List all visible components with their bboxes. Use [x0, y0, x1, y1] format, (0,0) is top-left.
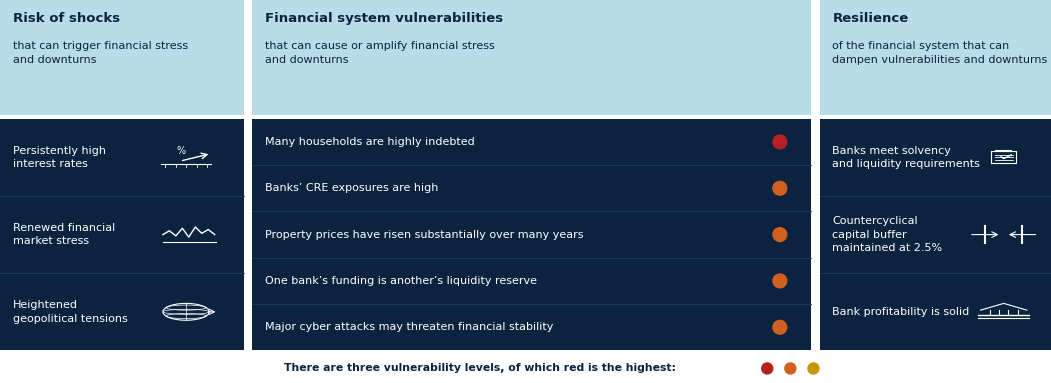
Bar	[820, 0, 1051, 115]
Bar	[820, 119, 1051, 350]
Text: Many households are highly indebted: Many households are highly indebted	[265, 137, 475, 147]
Text: Countercyclical
capital buffer
maintained at 2.5%: Countercyclical capital buffer maintaine…	[832, 216, 943, 253]
Bar	[252, 119, 811, 350]
Bar	[0, 119, 244, 350]
Text: Banks’ CRE exposures are high: Banks’ CRE exposures are high	[265, 183, 438, 193]
Point	[805, 365, 822, 372]
Text: that can trigger financial stress
and downturns: that can trigger financial stress and do…	[13, 41, 188, 65]
Text: Financial system vulnerabilities: Financial system vulnerabilities	[265, 12, 503, 25]
Text: Persistently high
interest rates: Persistently high interest rates	[13, 146, 105, 169]
Point	[771, 324, 788, 330]
Text: Banks meet solvency
and liquidity requirements: Banks meet solvency and liquidity requir…	[832, 146, 981, 169]
Point	[771, 231, 788, 237]
Point	[771, 139, 788, 145]
Point	[759, 365, 776, 372]
Text: Heightened
geopolitical tensions: Heightened geopolitical tensions	[13, 300, 127, 324]
Text: Bank profitability is solid: Bank profitability is solid	[832, 307, 970, 317]
Point	[782, 365, 799, 372]
Text: One bank’s funding is another’s liquidity reserve: One bank’s funding is another’s liquidit…	[265, 276, 537, 286]
Text: Risk of shocks: Risk of shocks	[13, 12, 120, 25]
Text: Renewed financial
market stress: Renewed financial market stress	[13, 223, 115, 246]
Text: There are three vulnerability levels, of which red is the highest:: There are three vulnerability levels, of…	[284, 363, 676, 373]
Text: Property prices have risen substantially over many years: Property prices have risen substantially…	[265, 229, 583, 240]
Text: Resilience: Resilience	[832, 12, 909, 25]
Point	[771, 278, 788, 284]
Text: %: %	[177, 146, 185, 156]
Text: of the financial system that can
dampen vulnerabilities and downturns: of the financial system that can dampen …	[832, 41, 1048, 65]
Bar	[252, 0, 811, 115]
Text: that can cause or amplify financial stress
and downturns: that can cause or amplify financial stre…	[265, 41, 495, 65]
Text: Major cyber attacks may threaten financial stability: Major cyber attacks may threaten financi…	[265, 322, 553, 332]
Point	[771, 185, 788, 192]
Bar	[0, 0, 244, 115]
